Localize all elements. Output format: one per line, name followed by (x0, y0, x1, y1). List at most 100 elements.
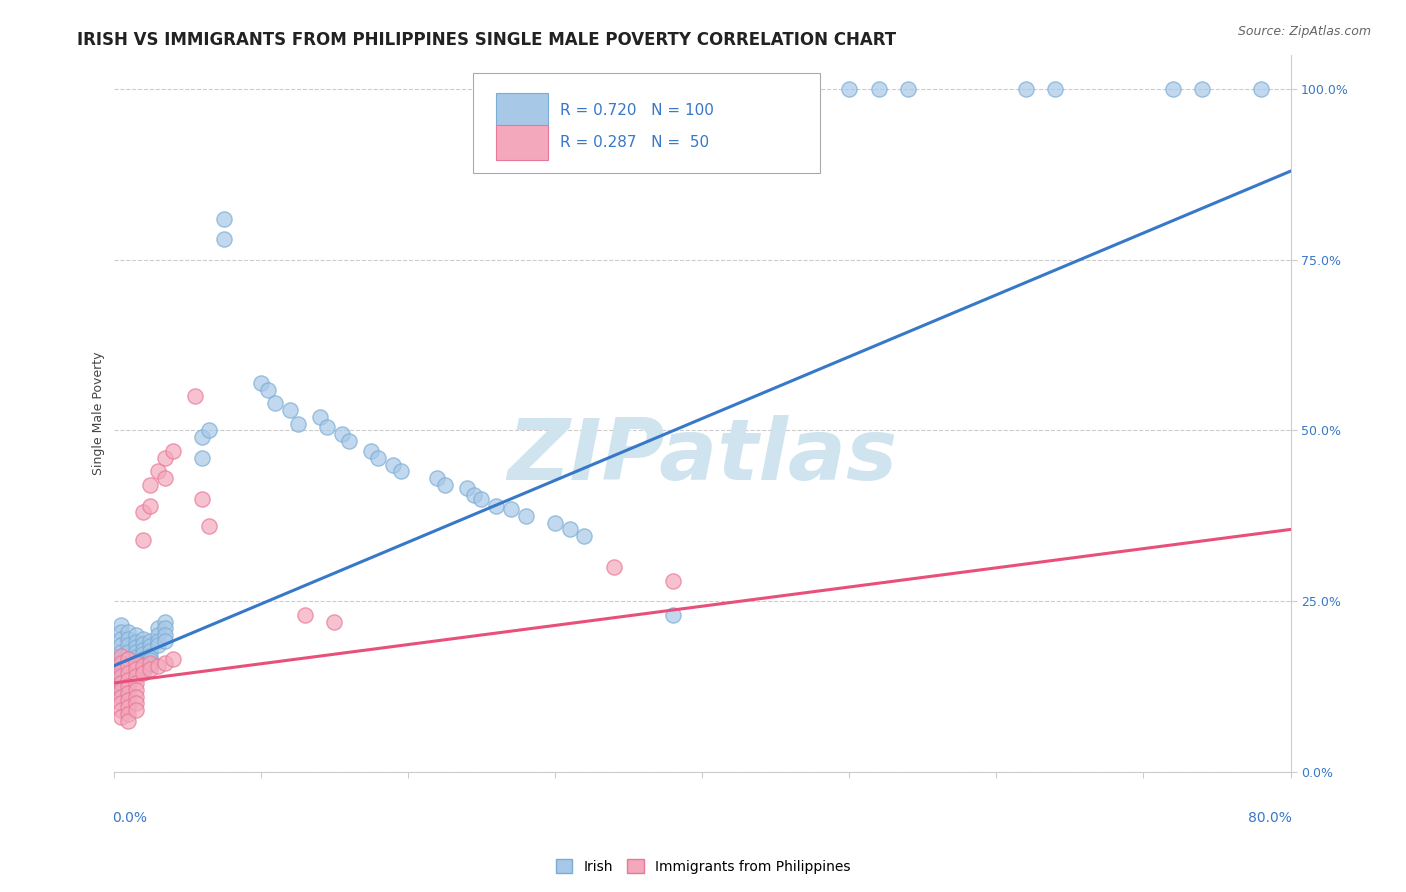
Point (117, 673, 139, 687)
Point (433, 478, 456, 492)
Point (132, 642, 155, 657)
Point (125, 656, 148, 670)
Point (110, 703, 132, 717)
Point (110, 645, 132, 659)
Point (183, 389, 205, 403)
Point (110, 658, 132, 673)
Point (125, 628, 148, 642)
Point (117, 673, 139, 688)
Point (125, 669, 148, 683)
Point (117, 714, 139, 728)
Point (153, 621, 176, 635)
Point (132, 533, 155, 547)
Point (470, 491, 492, 506)
Point (117, 657, 139, 671)
Point (191, 491, 214, 506)
Point (162, 444, 184, 458)
Point (117, 659, 139, 673)
Point (110, 650, 132, 665)
Point (868, 82, 890, 96)
Point (132, 652, 155, 666)
Point (110, 639, 132, 653)
Point (125, 662, 148, 676)
Point (323, 615, 346, 629)
Point (110, 710, 132, 724)
Point (117, 632, 139, 646)
Point (110, 632, 132, 646)
Point (661, 574, 683, 588)
Point (278, 403, 301, 417)
Point (110, 662, 132, 676)
Text: 80.0%: 80.0% (1249, 811, 1292, 825)
Y-axis label: Single Male Poverty: Single Male Poverty (93, 351, 105, 475)
Point (191, 450, 214, 465)
Point (146, 621, 169, 635)
Point (132, 662, 155, 676)
Point (132, 632, 155, 646)
Point (249, 376, 271, 390)
FancyBboxPatch shape (496, 93, 548, 128)
Point (110, 618, 132, 632)
Point (499, 502, 522, 516)
Point (117, 665, 139, 680)
Point (132, 505, 155, 519)
Point (389, 465, 412, 479)
Point (110, 682, 132, 697)
Point (110, 690, 132, 704)
Point (110, 656, 132, 670)
Point (316, 420, 339, 434)
Point (117, 680, 139, 694)
Point (125, 665, 148, 679)
Point (117, 639, 139, 653)
Point (117, 685, 139, 699)
Point (117, 652, 139, 666)
Point (125, 676, 148, 690)
Point (117, 645, 139, 659)
Point (125, 635, 148, 649)
Point (153, 628, 176, 642)
Legend: Irish, Immigrants from Philippines: Irish, Immigrants from Philippines (548, 852, 858, 880)
Point (1161, 82, 1184, 96)
Point (198, 519, 221, 533)
Point (191, 430, 214, 444)
Point (153, 615, 176, 629)
Point (132, 648, 155, 662)
Point (125, 703, 148, 717)
Point (463, 488, 485, 502)
Text: ZIPatlas: ZIPatlas (508, 415, 897, 498)
Point (117, 665, 139, 679)
Point (558, 523, 581, 537)
Point (146, 659, 169, 673)
Point (139, 499, 162, 513)
Point (132, 659, 155, 673)
Point (139, 478, 162, 492)
Text: Source: ZipAtlas.com: Source: ZipAtlas.com (1237, 25, 1371, 38)
Point (132, 637, 155, 651)
Point (544, 516, 567, 530)
Point (110, 624, 132, 639)
Point (897, 82, 920, 96)
Point (117, 681, 139, 696)
Point (117, 669, 139, 683)
Point (139, 633, 162, 648)
Point (125, 690, 148, 704)
Point (146, 639, 169, 653)
Point (212, 232, 235, 246)
Point (1015, 82, 1038, 96)
Text: R = 0.720   N = 100: R = 0.720 N = 100 (560, 103, 714, 118)
FancyBboxPatch shape (496, 126, 548, 161)
Point (125, 650, 148, 665)
Point (110, 654, 132, 668)
Point (330, 426, 353, 441)
Point (110, 676, 132, 690)
Point (139, 662, 162, 676)
Point (117, 699, 139, 714)
Point (110, 666, 132, 681)
Point (212, 211, 235, 226)
Point (146, 633, 169, 648)
Point (1250, 82, 1272, 96)
Point (153, 633, 176, 648)
Point (110, 648, 132, 663)
Point (117, 661, 139, 675)
FancyBboxPatch shape (472, 73, 820, 173)
